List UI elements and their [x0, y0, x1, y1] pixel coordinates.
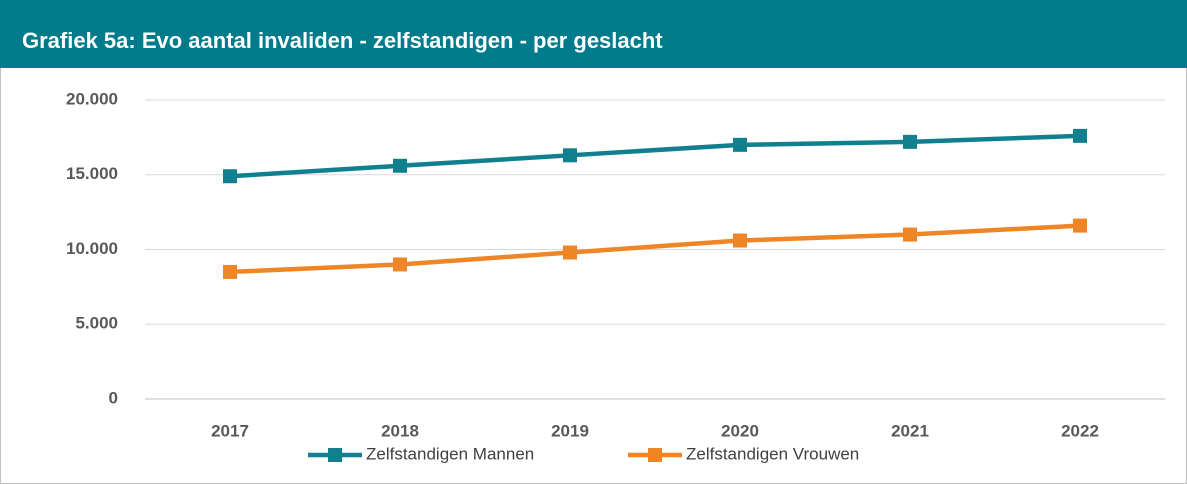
- series-marker: [223, 169, 237, 184]
- x-tick-label: 2017: [211, 421, 249, 440]
- series-marker: [903, 227, 917, 242]
- title-bar: [0, 0, 1187, 68]
- series-marker: [1073, 128, 1087, 143]
- legend-label: Zelfstandigen Vrouwen: [686, 444, 859, 463]
- x-tick-label: 2020: [721, 421, 759, 440]
- chart-title: Grafiek 5a: Evo aantal invaliden - zelfs…: [22, 28, 663, 53]
- series-marker: [563, 148, 577, 163]
- series-marker: [733, 233, 747, 248]
- x-tick-label: 2018: [381, 421, 419, 440]
- legend-marker: [328, 448, 342, 462]
- series-line: [229, 223, 1081, 275]
- series-marker: [563, 245, 577, 260]
- y-tick-label: 5.000: [75, 314, 118, 333]
- series-marker: [733, 137, 747, 152]
- series-line: [229, 133, 1081, 179]
- x-tick-label: 2019: [551, 421, 589, 440]
- legend-marker: [648, 448, 662, 462]
- series-marker: [903, 134, 917, 149]
- series-marker: [1073, 218, 1087, 233]
- x-tick-label: 2022: [1061, 421, 1099, 440]
- series-marker: [223, 264, 237, 279]
- y-tick-label: 15.000: [66, 164, 118, 183]
- y-tick-label: 0: [109, 388, 118, 407]
- x-tick-label: 2021: [891, 421, 929, 440]
- y-tick-label: 10.000: [66, 239, 118, 258]
- series-marker: [393, 158, 407, 173]
- legend-label: Zelfstandigen Mannen: [366, 444, 534, 463]
- series-marker: [393, 257, 407, 272]
- y-tick-label: 20.000: [66, 89, 118, 108]
